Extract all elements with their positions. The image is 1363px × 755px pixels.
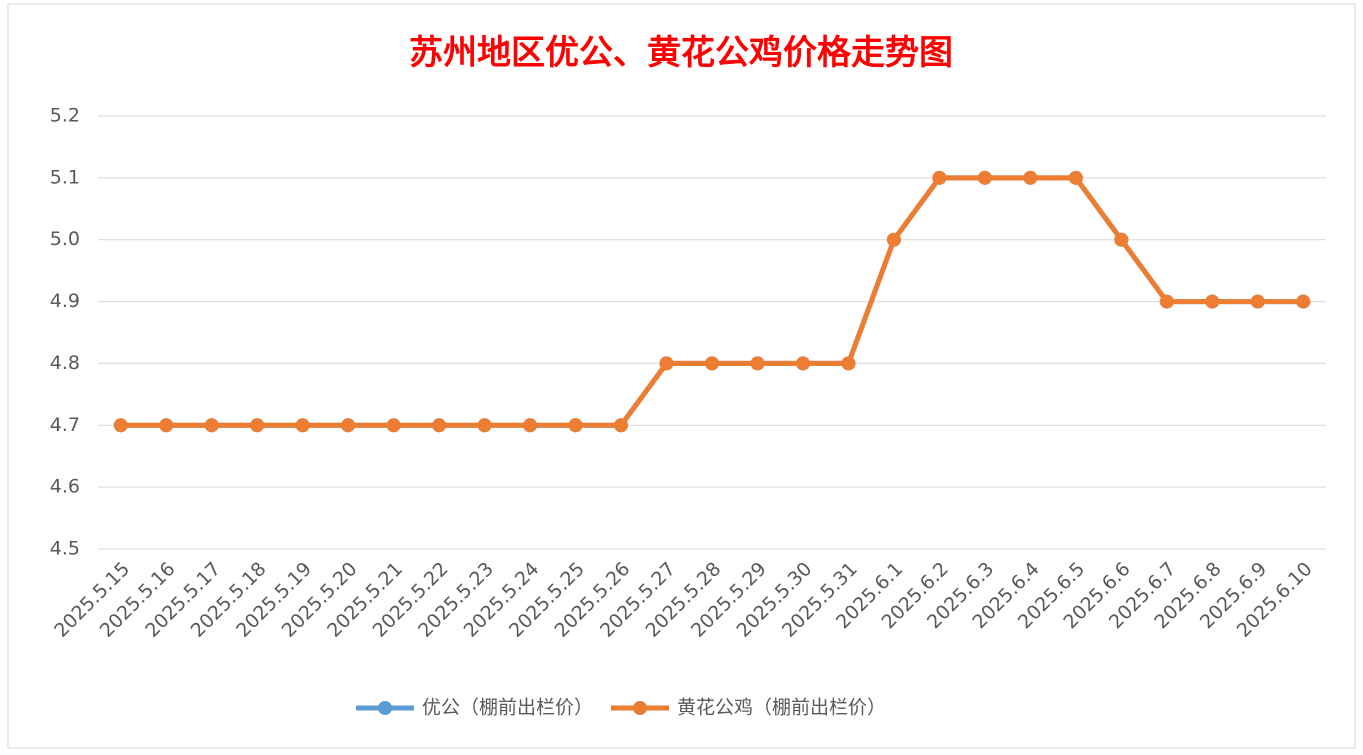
y-tick-label: 4.6: [50, 476, 80, 498]
point: [295, 418, 310, 433]
legend-marker: [378, 701, 392, 715]
legend-marker: [633, 701, 648, 715]
y-tick-label: 5.2: [50, 105, 80, 127]
point: [795, 356, 810, 371]
point: [1114, 232, 1129, 247]
point: [886, 232, 901, 247]
point: [659, 356, 674, 371]
point: [1250, 294, 1265, 309]
legend-label: 黄花公鸡（棚前出栏价）: [677, 697, 886, 719]
point: [977, 170, 992, 185]
point: [159, 418, 174, 433]
y-tick-label: 4.9: [50, 290, 80, 312]
point: [1296, 294, 1311, 309]
point: [568, 418, 583, 433]
point: [523, 418, 538, 433]
point: [1205, 294, 1220, 309]
y-tick-label: 5.0: [50, 228, 80, 250]
point: [341, 418, 356, 433]
point: [250, 418, 265, 433]
point: [386, 418, 401, 433]
point: [204, 418, 219, 433]
y-tick-label: 4.8: [50, 352, 80, 374]
y-tick-label: 4.7: [50, 414, 80, 436]
point: [1023, 170, 1038, 185]
chart-border: [7, 3, 1356, 749]
point: [477, 418, 492, 433]
point: [841, 356, 856, 371]
y-tick-label: 5.1: [50, 166, 80, 188]
legend-label: 优公（棚前出栏价）: [422, 697, 593, 719]
point: [614, 418, 629, 433]
point: [932, 170, 947, 185]
point: [432, 418, 447, 433]
point: [113, 418, 128, 433]
y-tick-label: 4.5: [50, 538, 80, 560]
point: [705, 356, 719, 371]
point: [750, 356, 765, 371]
point: [1068, 170, 1083, 185]
chart-title: 苏州地区优公、黄花公鸡价格走势图: [409, 33, 953, 73]
point: [1159, 294, 1174, 309]
